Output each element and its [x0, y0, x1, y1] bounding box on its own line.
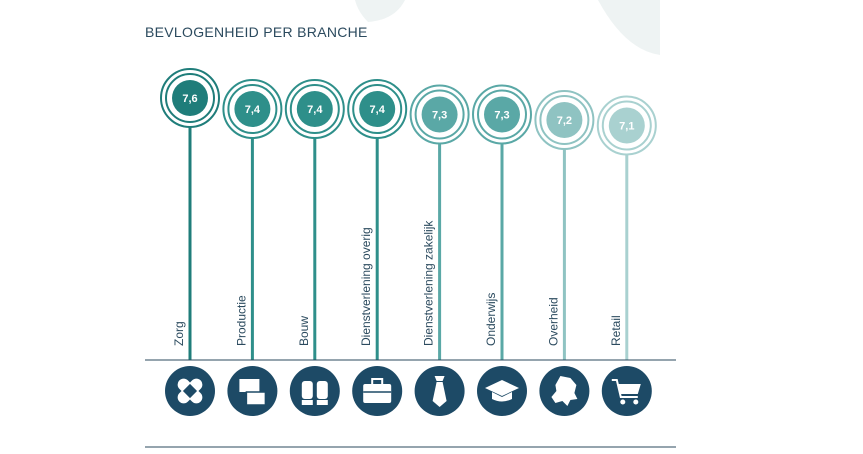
background-shape-right	[598, 0, 660, 55]
pin-zorg: 7,6 Zorg	[160, 68, 220, 360]
value-circle	[172, 80, 208, 116]
middle-ring	[539, 95, 590, 145]
middle-ring	[414, 89, 465, 140]
middle-ring	[165, 73, 215, 123]
pin-overheid: 7,2 Overheid	[534, 90, 595, 360]
briefcase-icon	[352, 366, 403, 416]
value-circle	[546, 102, 583, 138]
value-label: 7,3	[494, 110, 509, 122]
middle-ring	[352, 84, 403, 134]
value-label: 7,3	[432, 110, 447, 122]
graduation-cap-icon	[477, 366, 527, 416]
shopping-cart-icon	[601, 366, 652, 416]
category-label: Onderwijs	[484, 293, 498, 346]
value-label: 7,1	[619, 121, 634, 133]
background-shape-left	[355, 0, 405, 22]
value-label: 7,4	[307, 104, 323, 116]
value-label: 7,6	[182, 93, 197, 105]
pin-bouw: 7,4 Bouw	[284, 79, 345, 360]
value-circle	[234, 91, 271, 127]
pin-dienstverlening-zakelijk: 7,3 Dienstverlening zakelijk	[409, 84, 470, 360]
value-circle	[484, 96, 520, 133]
chart-title: BEVLOGENHEID PER BRANCHE	[145, 24, 368, 40]
middle-ring	[477, 89, 527, 140]
middle-ring	[227, 84, 278, 134]
middle-ring	[601, 100, 652, 151]
category-label: Zorg	[172, 321, 186, 346]
boxes-icon	[227, 366, 278, 416]
bandage-icon	[165, 366, 215, 416]
value-label: 7,4	[245, 104, 261, 116]
value-label: 7,2	[557, 115, 572, 127]
pin-dienstverlening-overig: 7,4 Dienstverlening overig	[347, 79, 408, 360]
value-circle	[296, 91, 333, 127]
value-circle	[608, 107, 645, 144]
pin-retail: 7,1 Retail	[596, 95, 657, 360]
category-label: Bouw	[297, 316, 311, 346]
tie-icon	[414, 366, 465, 416]
netherlands-map-icon	[539, 366, 590, 416]
middle-ring	[289, 84, 340, 134]
icon-background	[289, 366, 340, 416]
category-label: Dienstverlening zakelijk	[422, 220, 436, 346]
pin-productie: 7,4 Productie	[222, 79, 283, 360]
value-circle	[421, 96, 458, 133]
value-label: 7,4	[370, 104, 386, 116]
value-circle	[359, 91, 396, 127]
category-label: Retail	[609, 315, 623, 346]
category-label: Productie	[234, 295, 248, 346]
category-label: Overheid	[546, 297, 560, 346]
gloves-icon	[289, 366, 340, 416]
category-label: Dienstverlening overig	[359, 227, 373, 346]
pin-onderwijs: 7,3 Onderwijs	[472, 84, 532, 360]
